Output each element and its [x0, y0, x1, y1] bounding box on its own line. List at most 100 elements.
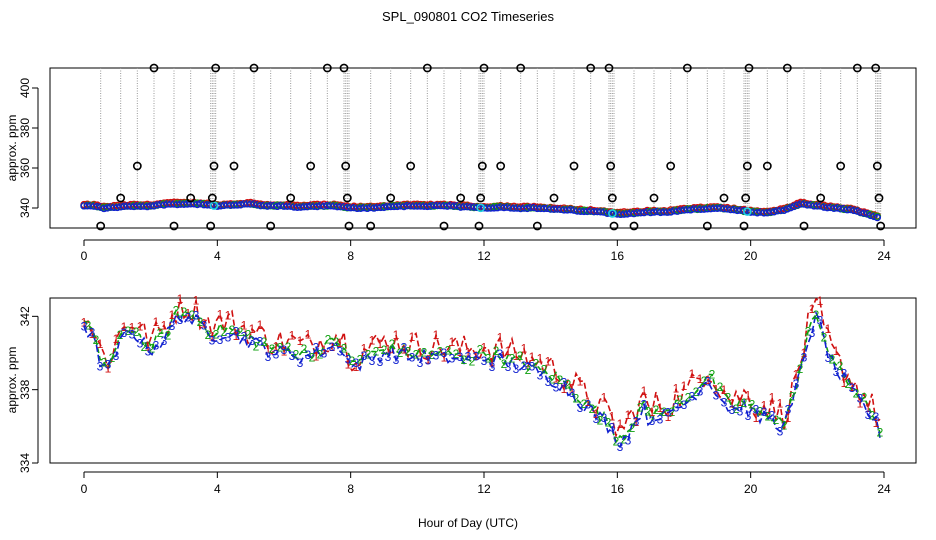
- series-2-marker: 2: [645, 404, 652, 418]
- series-2-marker: 2: [509, 352, 516, 366]
- series-3-marker: 3: [841, 367, 848, 381]
- series-1-marker: 1: [873, 416, 880, 430]
- series-3-marker: 3: [873, 410, 880, 424]
- raw-sample-point: [609, 221, 619, 231]
- series-1-marker: 1: [361, 342, 368, 356]
- series-2-marker: 2: [421, 345, 428, 359]
- series-3-marker: 3: [257, 335, 264, 349]
- series-2-marker: 2: [101, 356, 108, 370]
- raw-sample-point: [742, 161, 752, 171]
- raw-sample-point: [439, 221, 449, 231]
- series-3-point: [716, 204, 725, 212]
- series-2-marker: 2: [429, 348, 436, 362]
- series-1-marker: 1: [465, 345, 472, 359]
- series-2-marker: 2: [693, 385, 700, 399]
- series-1-marker: 1: [513, 349, 520, 363]
- series-3-marker: 3: [113, 349, 120, 363]
- series-3-marker: 3: [785, 402, 792, 416]
- raw-sample-point: [186, 193, 196, 203]
- raw-sample-point: [516, 63, 526, 73]
- series-1-marker: 1: [433, 328, 440, 342]
- series-2-marker: 2: [501, 357, 508, 371]
- series-1-marker: 1: [761, 399, 768, 413]
- series-2-marker: 2: [829, 352, 836, 366]
- series-3-marker: 3: [233, 325, 240, 339]
- series-1-marker: 1: [753, 411, 760, 425]
- series-1-marker: 1: [121, 320, 128, 334]
- raw-sample-point: [339, 63, 349, 73]
- series-3-marker: 3: [689, 389, 696, 403]
- series-2-marker: 2: [157, 326, 164, 340]
- bottom-y-tick-label: 338: [18, 379, 32, 399]
- series-1-marker: 1: [393, 328, 400, 342]
- series-2-marker: 2: [413, 348, 420, 362]
- series-3-marker: 3: [393, 353, 400, 367]
- series-2-marker: 2: [565, 377, 572, 391]
- series-3-marker: 3: [345, 353, 352, 367]
- series-3-point: [813, 202, 822, 210]
- top-spike-lines: [100, 68, 882, 218]
- series-3-point: [336, 202, 345, 211]
- series-2-marker: 2: [837, 359, 844, 373]
- series-1-marker: 1: [585, 395, 592, 409]
- series-3-marker: 3: [361, 349, 368, 363]
- series-2-marker: 2: [221, 325, 228, 339]
- series-2-marker: 2: [405, 345, 412, 359]
- raw-sample-point: [342, 193, 352, 203]
- raw-sample-point: [816, 193, 826, 203]
- series-1-marker: 1: [457, 345, 464, 359]
- series-1-marker: 1: [281, 344, 288, 358]
- series-3-marker: 3: [449, 351, 456, 365]
- series-3-point: [286, 202, 295, 210]
- bottom-x-tick-label: 8: [347, 482, 354, 496]
- series-3-marker: 3: [81, 319, 88, 333]
- top-x-tick-label: 12: [477, 249, 491, 263]
- series-3-marker: 3: [289, 349, 296, 363]
- top-y-axis-label: approx. ppm: [5, 115, 19, 182]
- top-x-tick-label: 24: [877, 249, 891, 263]
- series-3-point: [816, 202, 825, 210]
- series-3-marker: 3: [209, 334, 216, 348]
- bottom-y-tick-label: 342: [18, 306, 32, 326]
- series-3-marker: 3: [241, 330, 248, 344]
- top-x-tick-label: 4: [214, 249, 221, 263]
- series-1-marker: 1: [785, 411, 792, 425]
- series-3-point: [636, 209, 645, 217]
- series-1-marker: 1: [137, 320, 144, 334]
- series-1-marker: 1: [521, 342, 528, 356]
- series-3-marker: 3: [465, 349, 472, 363]
- series-3-marker: 3: [129, 327, 136, 341]
- series-1-marker: 1: [697, 372, 704, 386]
- series-2-marker: 2: [341, 342, 348, 356]
- series-2-marker: 2: [365, 348, 372, 362]
- series-2-marker: 2: [813, 308, 820, 322]
- bottom-y-tick-label: 334: [18, 453, 32, 473]
- raw-sample-point: [366, 221, 376, 231]
- series-3-marker: 3: [377, 355, 384, 369]
- top-points: [80, 63, 886, 231]
- cyan-point: [608, 209, 617, 218]
- series-3-marker: 3: [313, 340, 320, 354]
- series-1-marker: 1: [241, 318, 248, 332]
- series-1-marker: 1: [601, 391, 608, 405]
- series-3-marker: 3: [89, 325, 96, 339]
- raw-sample-point: [836, 161, 846, 171]
- series-2-marker: 2: [349, 354, 356, 368]
- raw-sample-point: [666, 161, 676, 171]
- x-axis-label: Hour of Day (UTC): [418, 516, 518, 530]
- series-3-marker: 3: [177, 313, 184, 327]
- series-3-marker: 3: [145, 345, 152, 359]
- series-3-marker: 3: [585, 397, 592, 411]
- series-1-marker: 1: [593, 407, 600, 421]
- raw-sample-point: [719, 193, 729, 203]
- top-y-tick-label: 400: [18, 78, 32, 98]
- raw-sample-point: [96, 221, 106, 231]
- series-3-marker: 3: [433, 348, 440, 362]
- series-1-marker: 1: [97, 337, 104, 351]
- series-3-marker: 3: [777, 424, 784, 438]
- series-3-marker: 3: [409, 351, 416, 365]
- top-plot-frame: [49, 67, 917, 229]
- top-x-tick-label: 0: [81, 249, 88, 263]
- series-1-marker: 1: [441, 350, 448, 364]
- series-1-marker: 1: [233, 329, 240, 343]
